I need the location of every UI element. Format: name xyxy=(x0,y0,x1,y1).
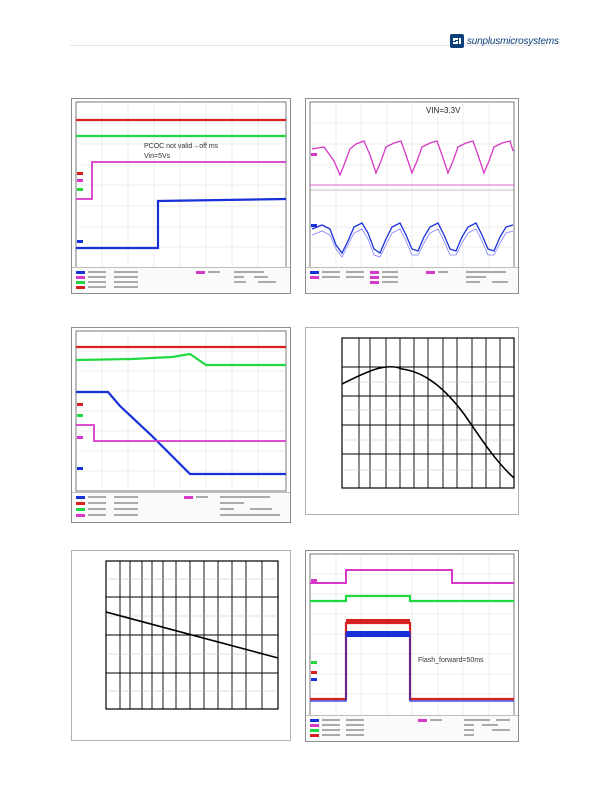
plot-figure-4 xyxy=(305,327,519,515)
trace-magenta xyxy=(310,569,514,584)
company-logo: sunplusmicrosystems xyxy=(450,33,559,49)
trace-blue-periodic xyxy=(311,222,514,255)
scope-3-legend-graphic xyxy=(76,496,280,517)
scope-figure-2: VIN=3.3V xyxy=(305,98,519,294)
trace-blue xyxy=(76,197,287,250)
scope-2-graph xyxy=(309,101,515,269)
scope-1-annotation-line2: Vin=5Vs xyxy=(144,153,171,160)
plot-4-curve xyxy=(341,365,515,479)
trace-green xyxy=(75,352,286,367)
header-rule xyxy=(70,45,546,46)
scope-6-annotation: Flash_forward=50ms xyxy=(418,657,484,664)
scope-3-legend xyxy=(72,492,290,522)
scope-6-graph xyxy=(309,553,515,717)
trace-magenta xyxy=(76,424,286,442)
trace-blue xyxy=(76,390,286,476)
scope-3-graph xyxy=(75,330,287,492)
scope-2-legend xyxy=(306,267,518,293)
logo-text: sunplusmicrosystems xyxy=(467,35,559,47)
scope-figure-3 xyxy=(71,327,291,523)
scope-1-annotation-line1: PCOC not valid→off ms xyxy=(144,143,219,150)
trace-green xyxy=(310,594,514,603)
scope-1-legend xyxy=(72,267,290,293)
trace-magenta xyxy=(76,161,286,200)
scope-2-legend-graphic xyxy=(310,271,508,284)
scope-1-legend-graphic xyxy=(76,271,276,289)
scope-6-legend xyxy=(306,715,518,741)
sp-logo-icon xyxy=(450,34,464,48)
scope-1-graph xyxy=(75,101,287,269)
plot-figure-5 xyxy=(71,550,291,741)
plot-5-curve xyxy=(105,611,279,659)
scope-figure-6: Flash_forward=50ms xyxy=(305,550,519,742)
scope-6-legend-graphic xyxy=(310,719,510,737)
scope-2-annotation: VIN=3.3V xyxy=(426,106,461,115)
scope-figure-1: PCOC not valid→off ms Vin=5Vs xyxy=(71,98,291,294)
plot-4-graph xyxy=(341,337,515,489)
plot-5-graph xyxy=(105,560,279,710)
trace-magenta-periodic xyxy=(311,140,514,177)
